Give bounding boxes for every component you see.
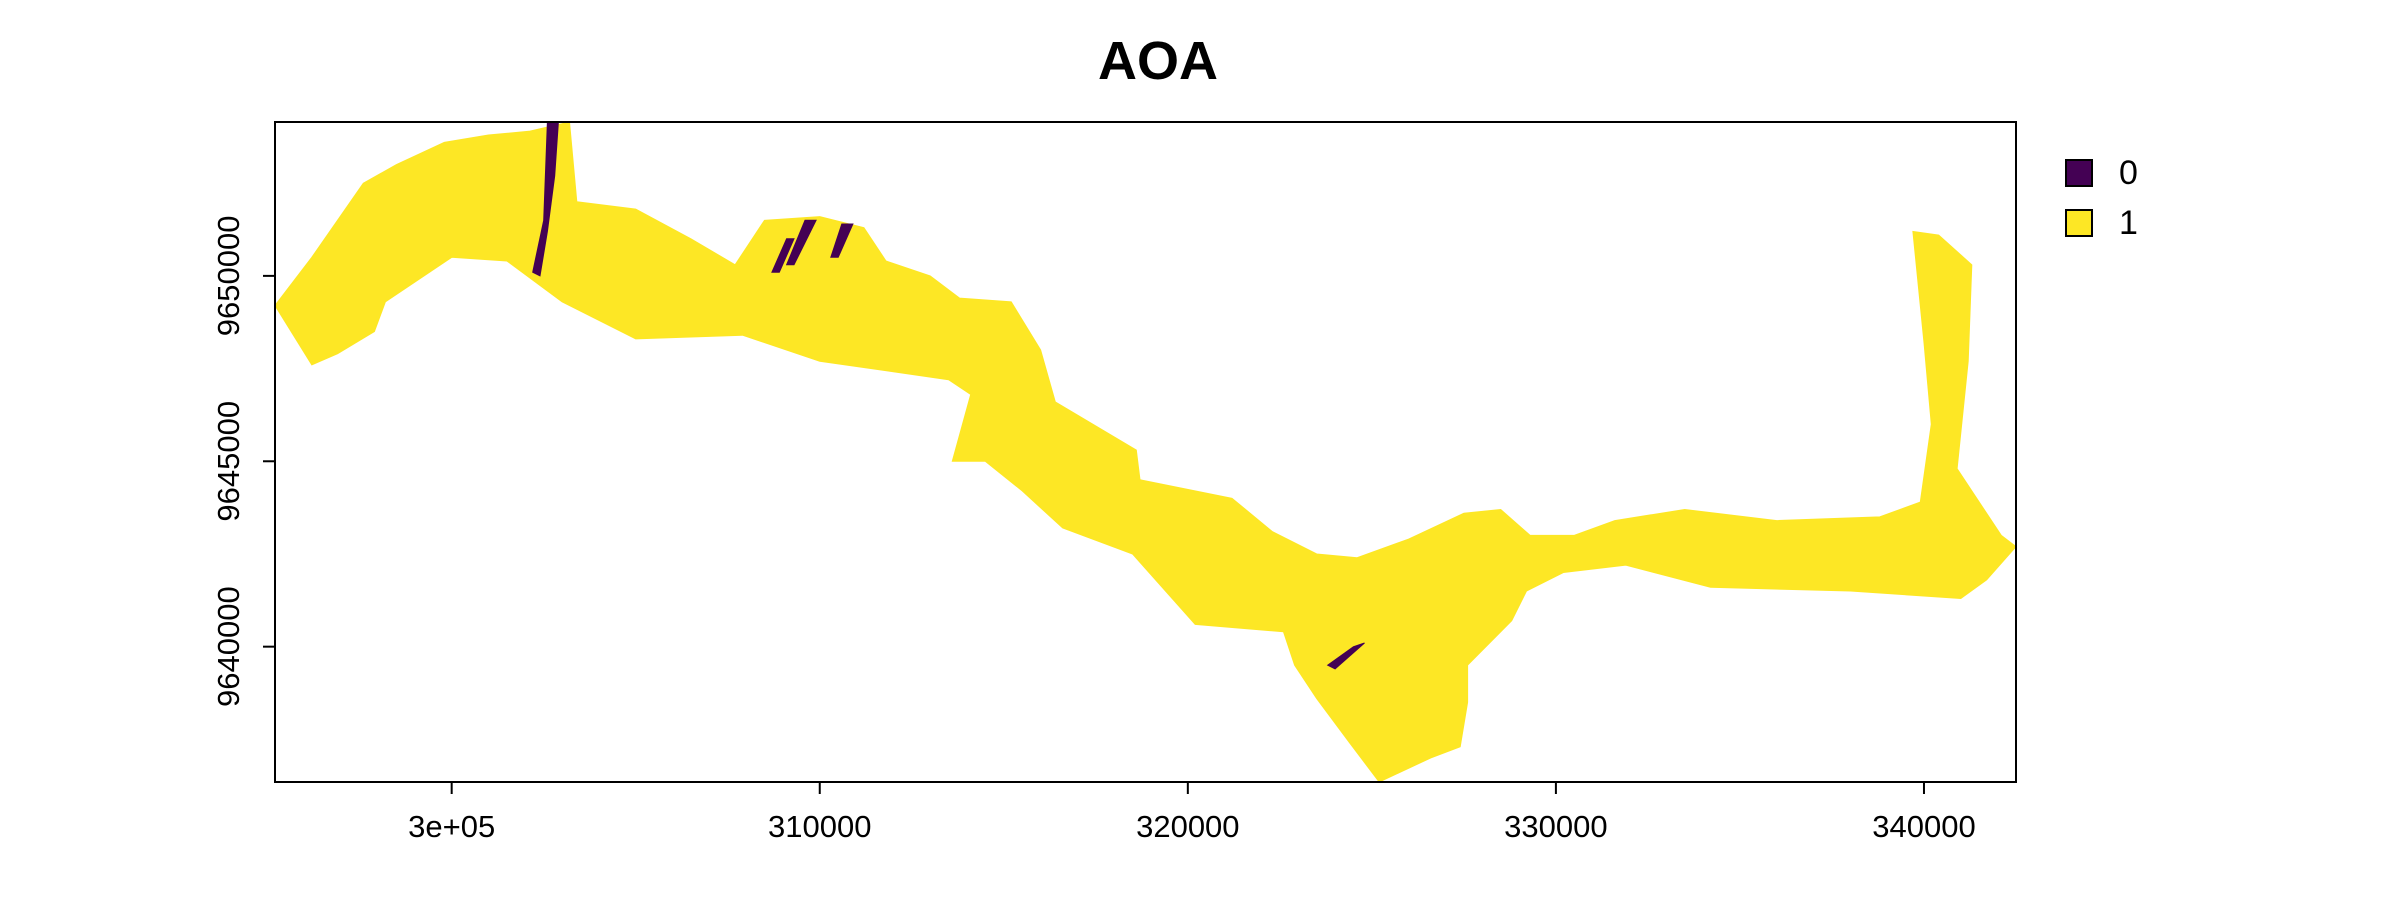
y-tick-label-2: 9650000	[211, 216, 246, 337]
y-axis: 9640000 9645000 9650000	[211, 216, 275, 707]
x-tick-label-2: 320000	[1136, 809, 1239, 844]
legend-label-0: 0	[2119, 153, 2138, 192]
x-tick-label-3: 330000	[1504, 809, 1607, 844]
x-tick-label-1: 310000	[768, 809, 871, 844]
y-tick-label-1: 9645000	[211, 401, 246, 522]
chart-title: AOA	[1098, 31, 1218, 91]
x-tick-label-4: 340000	[1872, 809, 1975, 844]
legend-label-1: 1	[2119, 203, 2138, 242]
x-tick-label-0: 3e+05	[408, 809, 495, 844]
region-value-0-patch-4	[1326, 642, 1365, 670]
region-value-0-patch-0	[532, 122, 559, 277]
plot-frame	[274, 121, 2017, 783]
region-value-0-patch-2	[785, 219, 817, 266]
raster-regions	[275, 122, 2016, 782]
legend-item-0: 0	[2065, 148, 2138, 198]
region-value-0-patch-1	[771, 238, 795, 273]
legend-item-1: 1	[2065, 198, 2138, 248]
legend-swatch-1	[2065, 209, 2093, 237]
region-value-0-patch-3	[830, 223, 854, 258]
region-value-1	[275, 122, 2016, 782]
legend: 0 1	[2065, 148, 2138, 248]
x-axis: 3e+05 310000 320000 330000 340000	[408, 782, 1976, 844]
y-tick-label-0: 9640000	[211, 586, 246, 707]
legend-swatch-0	[2065, 159, 2093, 187]
